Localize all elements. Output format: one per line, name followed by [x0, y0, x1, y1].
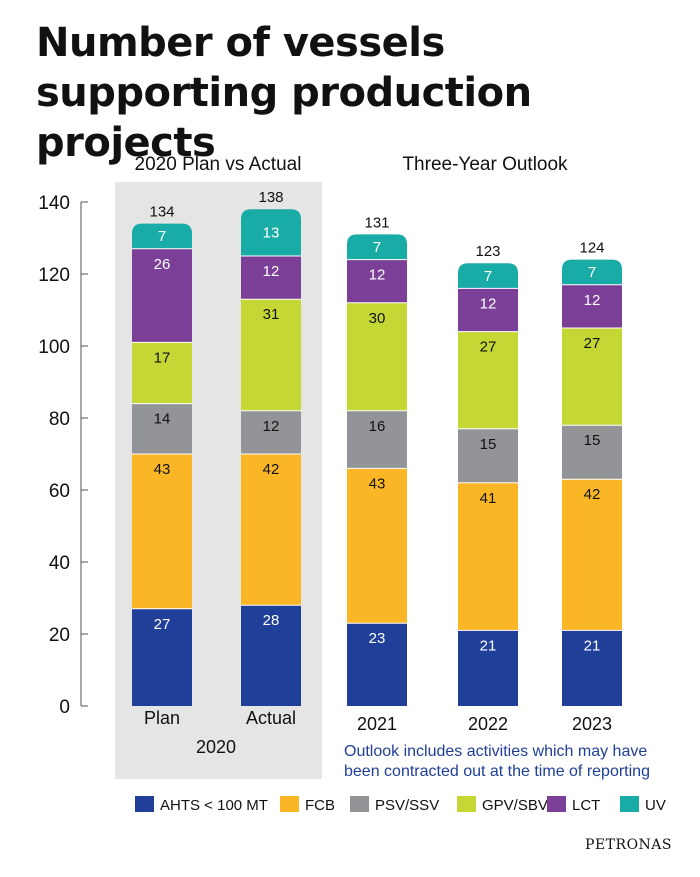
- data-label: 12: [369, 267, 386, 284]
- bar-segment: [458, 263, 518, 289]
- bar-segment: [562, 328, 622, 426]
- legend-swatch: [280, 796, 299, 812]
- bar-segment: [241, 410, 301, 454]
- bar-segment: [347, 410, 407, 469]
- group-heading-0: 2020 Plan vs Actual: [135, 154, 302, 175]
- legend-swatch: [350, 796, 369, 812]
- data-label: 13: [263, 225, 280, 242]
- bar-segment: [562, 425, 622, 480]
- data-label: 27: [584, 335, 601, 352]
- legend-swatch: [457, 796, 476, 812]
- data-label: 31: [263, 306, 280, 323]
- legend-label: LCT: [572, 797, 600, 814]
- bar-segment: [562, 284, 622, 328]
- data-label: 7: [484, 268, 492, 285]
- group-heading-1: Three-Year Outlook: [402, 154, 568, 175]
- bar-segment: [347, 468, 407, 624]
- total-label: 123: [475, 243, 500, 260]
- data-label: 28: [263, 612, 280, 629]
- y-tick-label: 0: [59, 697, 70, 718]
- x-category-label: 2023: [572, 714, 612, 734]
- total-label: 124: [579, 240, 604, 257]
- bar-segment: [347, 623, 407, 706]
- bar-segment: [132, 454, 192, 609]
- legend-label: PSV/SSV: [375, 797, 439, 814]
- bar-segment: [132, 248, 192, 343]
- data-label: 41: [480, 490, 497, 507]
- data-label: 42: [584, 486, 601, 503]
- x-category-label: 2021: [357, 714, 397, 734]
- bar-segment: [562, 479, 622, 631]
- data-label: 43: [369, 475, 386, 492]
- y-tick-label: 120: [38, 265, 70, 286]
- bar-segment: [458, 630, 518, 706]
- x-category-label: 2022: [468, 714, 508, 734]
- total-label: 134: [149, 204, 174, 221]
- data-label: 23: [369, 630, 386, 647]
- bar-segment: [241, 454, 301, 606]
- data-label: 27: [154, 616, 171, 633]
- y-tick-label: 100: [38, 337, 70, 358]
- bar-segment: [458, 482, 518, 631]
- bar-segment: [132, 403, 192, 454]
- group-axis-label: 2020: [196, 737, 236, 757]
- annotation-line: been contracted out at the time of repor…: [344, 763, 650, 780]
- data-label: 14: [154, 411, 171, 428]
- bar-segment: [562, 630, 622, 706]
- source-logo: PETRONAS: [585, 837, 672, 853]
- bar-segment: [347, 259, 407, 303]
- y-tick-label: 140: [38, 193, 70, 214]
- legend-label: GPV/SBV: [482, 797, 548, 814]
- data-label: 7: [588, 264, 596, 281]
- data-label: 21: [584, 637, 601, 654]
- bar-segment: [241, 299, 301, 411]
- legend-label: FCB: [305, 797, 335, 814]
- data-label: 15: [480, 436, 497, 453]
- legend-swatch: [620, 796, 639, 812]
- data-label: 21: [480, 637, 497, 654]
- x-category-label: Actual: [246, 708, 296, 728]
- data-label: 16: [369, 418, 386, 435]
- bar-segment: [132, 342, 192, 404]
- x-category-label: Plan: [144, 708, 180, 728]
- data-label: 12: [263, 263, 280, 280]
- data-label: 26: [154, 256, 171, 273]
- bar-segment: [241, 605, 301, 706]
- total-label: 131: [364, 214, 389, 231]
- y-tick-label: 20: [49, 625, 70, 646]
- data-label: 30: [369, 310, 386, 327]
- legend-swatch: [135, 796, 154, 812]
- bar-segment: [458, 428, 518, 483]
- bar-segment: [132, 223, 192, 249]
- legend-label: AHTS < 100 MT: [160, 797, 268, 814]
- y-tick-label: 60: [49, 481, 70, 502]
- data-label: 7: [373, 239, 381, 256]
- legend-label: UV: [645, 797, 666, 814]
- chart-title: Number of vessels supporting production …: [36, 20, 532, 166]
- data-label: 7: [158, 228, 166, 245]
- y-tick-label: 80: [49, 409, 70, 430]
- data-label: 12: [480, 295, 497, 312]
- y-tick-label: 40: [49, 553, 70, 574]
- bar-segment: [347, 302, 407, 411]
- bar-segment: [458, 331, 518, 429]
- bar-segment: [562, 259, 622, 285]
- bar-segment: [347, 234, 407, 260]
- data-label: 12: [263, 418, 280, 435]
- data-label: 12: [584, 292, 601, 309]
- legend-swatch: [547, 796, 566, 812]
- total-label: 138: [258, 189, 283, 206]
- data-label: 27: [480, 339, 497, 356]
- bar-segment: [241, 256, 301, 300]
- data-label: 15: [584, 432, 601, 449]
- data-label: 43: [154, 461, 171, 478]
- bar-segment: [458, 288, 518, 332]
- outlook-annotation: Outlook includes activities which may ha…: [344, 743, 650, 780]
- data-label: 42: [263, 461, 280, 478]
- annotation-line: Outlook includes activities which may ha…: [344, 743, 647, 760]
- data-label: 17: [154, 349, 171, 366]
- bar-segment: [132, 608, 192, 706]
- bar-segment: [241, 209, 301, 256]
